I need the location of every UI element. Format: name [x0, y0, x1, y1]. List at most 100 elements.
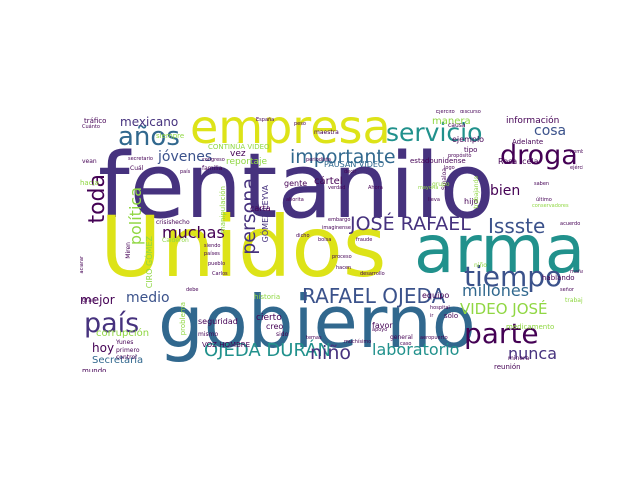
word: apoyo [372, 327, 388, 333]
word: mismo [198, 331, 219, 338]
word: RAFAEL OJEDA [302, 284, 446, 308]
word: problema [179, 302, 187, 336]
word: Adelante [512, 138, 544, 146]
word: temas [306, 335, 322, 341]
word: familia [202, 165, 223, 172]
word: GÓMEZ LEYVA [261, 185, 270, 243]
word: control [116, 354, 137, 361]
word: hoy [92, 341, 115, 355]
word: último [536, 197, 552, 203]
word: periodista [306, 157, 331, 163]
word: niño [310, 342, 351, 364]
word: decir [344, 169, 357, 175]
word: mejor [80, 293, 115, 307]
word: propósito [448, 153, 472, 159]
word: años [118, 122, 180, 152]
word: debe [186, 287, 199, 293]
word: España [256, 117, 275, 123]
word: bolsa [318, 237, 332, 243]
word: jóvenes [158, 149, 213, 165]
word: lleva [428, 197, 440, 203]
word: VIDEO JOSÉ [460, 300, 548, 318]
word-cloud: fentanilo Unidos gobierno arma empresa s… [80, 110, 583, 372]
word: congreso [202, 157, 225, 163]
word: mañana [570, 269, 583, 275]
word: hacia [80, 179, 99, 187]
word: gente [284, 179, 308, 188]
word: Ahora [368, 185, 383, 191]
word: peso [294, 121, 306, 127]
word: ahorita [286, 197, 304, 203]
word: discurso [460, 110, 481, 115]
word: conservadores [532, 203, 569, 209]
word: Cuánto [82, 124, 100, 130]
word: vean [82, 158, 97, 165]
word: acuerdo [560, 221, 581, 227]
word: reunión [494, 363, 521, 371]
word: muchas [162, 223, 225, 242]
word: carta [250, 204, 271, 213]
word: verdad [328, 185, 346, 191]
word: ejército [570, 165, 583, 171]
word: medicamento [506, 323, 555, 331]
word: siendo [204, 243, 221, 249]
word: fentanilo [98, 134, 495, 239]
word: hablando [542, 274, 575, 282]
word: hijo [464, 197, 479, 206]
word: ir [430, 313, 434, 319]
word: mayoría [418, 185, 439, 191]
word: sido [276, 331, 289, 338]
word: desarrollo [360, 271, 385, 277]
word: Secretaría [92, 355, 144, 366]
word: laboratorio [372, 340, 460, 359]
word: aclarar [80, 256, 85, 274]
word: niño [474, 262, 487, 269]
word: hacen [336, 265, 352, 271]
word: embargo [328, 217, 351, 223]
word: siempre [156, 132, 185, 140]
word: arma [414, 211, 583, 288]
word: política [126, 187, 145, 246]
word: primero [116, 347, 140, 354]
word: sólo [444, 312, 459, 320]
word: mundo [82, 367, 107, 373]
word: seguridad [198, 317, 238, 326]
word: OJEDA DURÁN [204, 340, 332, 361]
word: corrupción [96, 328, 150, 339]
word: Rosa Icela [498, 157, 539, 166]
word: nunca [508, 344, 558, 363]
word: droga [500, 140, 578, 171]
word: servicio [386, 118, 483, 147]
word: bien [490, 183, 521, 199]
word: Issste [488, 214, 546, 238]
word: país [180, 169, 191, 175]
word: manera [432, 116, 471, 127]
word: manipulación [219, 186, 227, 234]
word: secretario [128, 156, 153, 162]
word: minera [508, 355, 530, 362]
word: trabajo [565, 297, 583, 304]
word: Unidos [100, 198, 387, 296]
word: ejemplo [452, 135, 485, 144]
word: logo [444, 165, 455, 171]
word: imaginense [322, 225, 351, 231]
word: países [204, 251, 220, 257]
word: empresa [190, 110, 391, 154]
word: Cuál [130, 165, 144, 172]
word: saben [534, 181, 550, 187]
word: parte [464, 317, 539, 350]
word: pueblo [208, 261, 226, 267]
word: nombre [570, 149, 583, 155]
word: gran [82, 297, 96, 304]
word: maestra [314, 129, 339, 136]
word: general [390, 334, 413, 341]
word: medio [126, 290, 170, 306]
word: fraude [356, 237, 373, 243]
word: JOSÉ RAFAEL [350, 213, 471, 235]
word: creo [266, 322, 284, 331]
word: muchísimo [344, 339, 372, 345]
word: PAUSAN VIDEO [324, 160, 385, 169]
word: VOZ HOMBRE [202, 341, 251, 349]
word: Miren [125, 242, 132, 259]
word: causa [448, 122, 466, 129]
